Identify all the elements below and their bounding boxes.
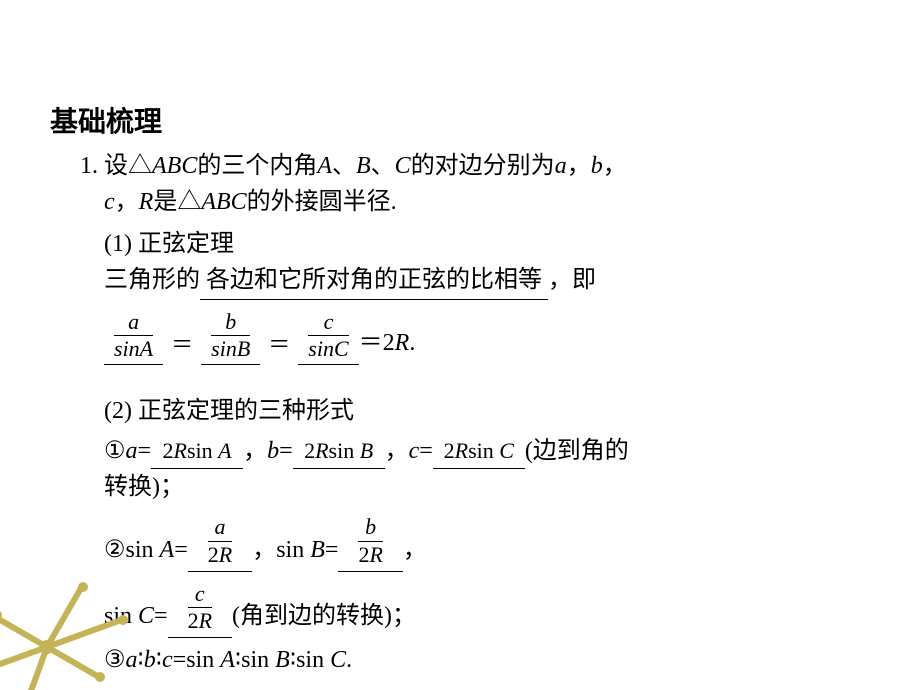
fraction-b-over-sinb: b sinB [201,304,260,365]
section-heading: 基础梳理 [50,100,880,140]
sep: 、 [371,153,395,179]
form-3-line: ③a∶b∶c=sin A∶sin B∶sin C. [104,642,880,678]
law-of-sines-formula: a sinA ＝ b sinB ＝ c sinC ＝2R. [104,304,880,365]
numerator: b [225,310,236,335]
blank-frac-b-2r: b2R [338,509,402,571]
period: . [409,330,415,356]
body-content: 1. 设△ABC的三个内角A、B、C的对边分别为a，b， c，R是△ABC的外接… [80,148,880,678]
sin: sin [296,647,330,673]
triangle-name: ABC [201,189,246,215]
text: 1. 设△ [80,153,152,179]
denominator: sinB [211,335,250,361]
triangle-name: ABC [152,153,197,179]
blank-2rsinb: 2Rsin B [293,434,385,469]
equals: ＝ [260,328,298,365]
comma: ， [567,153,591,179]
form-1-line-2: 转换)； [104,469,880,505]
var-c: c [162,647,173,673]
eq: = [279,438,293,464]
subsection-2-title: (2) 正弦定理的三种形式 [104,393,880,429]
side-b: b [591,153,603,179]
denominator: sinA [114,335,153,361]
side-a: a [555,153,567,179]
text: ，sin [252,537,310,563]
numerator: b [365,515,376,540]
eq: = [138,438,152,464]
angle-a: A [317,153,332,179]
angle-b: B [356,153,371,179]
var-c: C [138,603,154,629]
eq: = [325,537,339,563]
var-b: B [310,537,325,563]
decorative-starburst-icon [0,570,120,690]
intro-line-2: c，R是△ABC的外接圆半径. [104,184,880,220]
var-b: b [144,647,156,673]
subsection-1-title: (1) 正弦定理 [104,226,880,262]
sin: sin [186,647,220,673]
text: ＝2 [359,330,395,356]
denominator: 2R [358,541,382,567]
fraction-c-over-sinc: c sinC [298,304,358,365]
var-c: C [330,647,346,673]
var-r: R [395,330,410,356]
numerator: c [195,582,205,607]
text: ②sin [104,537,160,563]
form-2-line-2: sin C= c2R (角到边的转换)； [104,576,880,638]
text: 的三个内角 [197,153,317,179]
mid: ，sin B= [252,532,338,572]
var-a: A [160,537,175,563]
var-a: A [220,647,235,673]
text: 的对边分别为 [411,153,555,179]
var-a: a [126,647,138,673]
numerator: a [214,515,225,540]
tail: (边到角的 [525,438,629,464]
suffix: ，即 [548,267,596,293]
equals: ＝ [163,328,201,365]
sin: sin [241,647,275,673]
blank-2rsina: 2Rsin A [151,434,243,469]
var-c: c [409,438,420,464]
var-b: b [267,438,279,464]
eq: = [419,438,433,464]
text: 是△ [153,189,201,215]
radius-r: R [139,189,154,215]
prefix: 三角形的 [104,267,200,293]
sep: 、 [332,153,356,179]
law-of-sines-statement: 三角形的各边和它所对角的正弦的比相等，即 [104,262,880,300]
comma: ， [243,438,267,464]
bullet-1: ① [104,438,126,464]
eq: = [174,537,188,563]
prefix: ②sin A= [104,532,188,572]
blank-2rsinc: 2Rsin C [433,434,525,469]
form-1-line: ①a=2Rsin A，b=2Rsin B，c=2Rsin C(边到角的 [104,433,880,469]
fill-blank: 各边和它所对角的正弦的比相等 [200,262,548,300]
form-2-line: ②sin A= a2R ，sin B= b2R ， [104,509,880,571]
blank-frac-a-2r: a2R [188,509,252,571]
tail: (角到边的转换)； [232,598,416,638]
comma: ， [603,153,627,179]
angle-c: C [395,153,411,179]
slide: 基础梳理 1. 设△ABC的三个内角A、B、C的对边分别为a，b， c，R是△A… [0,0,920,690]
intro-line-1: 1. 设△ABC的三个内角A、B、C的对边分别为a，b， [80,148,880,184]
comma: ， [115,189,139,215]
blank-frac-c-2r: c2R [168,576,232,638]
numerator: c [324,310,334,335]
text: 的外接圆半径. [247,189,397,215]
var-b: B [275,647,290,673]
var-a: a [126,438,138,464]
denominator: 2R [208,541,232,567]
denominator: 2R [188,607,212,633]
comma: ， [385,438,409,464]
numerator: a [128,310,139,335]
denominator: sinC [308,335,348,361]
side-c: c [104,189,115,215]
equals-2r: ＝2R. [359,325,416,365]
comma: ， [403,532,427,572]
eq: = [173,647,187,673]
period: . [346,647,352,673]
eq: = [154,603,168,629]
fraction-a-over-sina: a sinA [104,304,163,365]
